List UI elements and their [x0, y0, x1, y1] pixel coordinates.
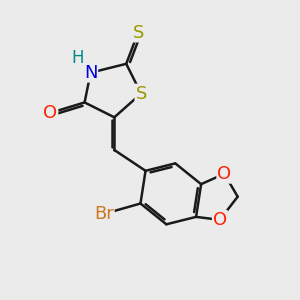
Text: Br: Br: [94, 205, 114, 223]
Text: N: N: [84, 64, 97, 82]
Text: H: H: [71, 49, 83, 67]
Text: O: O: [213, 211, 227, 229]
Text: O: O: [217, 165, 231, 183]
Text: S: S: [132, 24, 144, 42]
Text: S: S: [135, 85, 147, 103]
Text: O: O: [44, 104, 58, 122]
